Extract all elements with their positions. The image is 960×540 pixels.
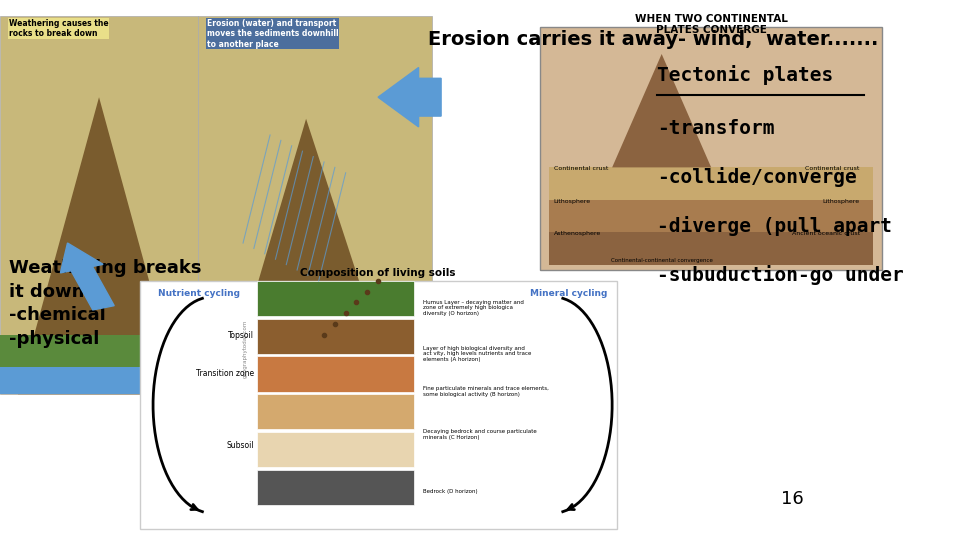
Polygon shape <box>198 367 432 394</box>
Bar <box>0 16 198 394</box>
Text: Erosion carries it away- wind,  water.......: Erosion carries it away- wind, water....… <box>427 30 878 49</box>
Text: Transition zone: Transition zone <box>196 369 253 378</box>
Text: Continental crust: Continental crust <box>805 166 860 171</box>
Text: Continental crust: Continental crust <box>554 166 608 171</box>
Polygon shape <box>612 54 711 167</box>
Text: Asthenosphere: Asthenosphere <box>554 231 601 236</box>
Polygon shape <box>0 335 198 394</box>
Text: Subsoil: Subsoil <box>227 441 253 450</box>
Bar <box>139 281 616 529</box>
Text: Lithosphere: Lithosphere <box>823 199 860 204</box>
Text: Layer of high biological diversity and
act vity, high levels nutrients and trace: Layer of high biological diversity and a… <box>423 346 532 362</box>
Text: Weathering breaks
it down...
-chemical
-physical: Weathering breaks it down... -chemical -… <box>9 259 202 348</box>
Text: Mineral cycling: Mineral cycling <box>530 289 608 298</box>
Text: Ancient oceanic crust: Ancient oceanic crust <box>792 231 860 236</box>
Polygon shape <box>0 367 198 394</box>
Polygon shape <box>225 119 396 394</box>
Text: Bedrock (D horizon): Bedrock (D horizon) <box>423 489 478 494</box>
Polygon shape <box>18 97 180 394</box>
Text: Erosion (water) and transport
moves the sediments downhill
to another place: Erosion (water) and transport moves the … <box>207 19 339 49</box>
Text: geographytoday.com: geographytoday.com <box>243 320 248 378</box>
Bar <box>256 356 414 392</box>
Bar <box>256 470 414 505</box>
Text: -collide/converge: -collide/converge <box>658 167 857 187</box>
Bar <box>549 232 874 265</box>
Bar <box>549 200 874 232</box>
Text: Fine particulate minerals and trace elements,
some biological activity (B horizo: Fine particulate minerals and trace elem… <box>423 386 549 397</box>
Bar <box>256 319 414 354</box>
Text: WHEN TWO CONTINENTAL
PLATES CONVERGE: WHEN TWO CONTINENTAL PLATES CONVERGE <box>635 14 787 35</box>
FancyArrow shape <box>60 243 114 310</box>
Text: Topsoil: Topsoil <box>228 332 253 340</box>
Text: Tectonic plates: Tectonic plates <box>658 65 833 85</box>
Bar <box>540 27 882 270</box>
Text: 16: 16 <box>780 490 804 508</box>
Text: Lithosphere: Lithosphere <box>554 199 590 204</box>
Text: Composition of living soils: Composition of living soils <box>300 268 456 278</box>
Text: Nutrient cycling: Nutrient cycling <box>157 289 240 298</box>
Text: Continental-continental convergence: Continental-continental convergence <box>611 258 712 263</box>
Text: Decaying bedrock and course particulate
minerals (C Horizon): Decaying bedrock and course particulate … <box>423 429 537 440</box>
Bar <box>198 16 432 394</box>
Text: -transform: -transform <box>658 119 775 138</box>
Text: -subuduction-go under: -subuduction-go under <box>658 265 904 285</box>
Bar <box>256 281 414 316</box>
Text: -diverge (pull apart: -diverge (pull apart <box>658 216 892 236</box>
Bar <box>256 394 414 429</box>
Text: Weathering causes the
rocks to break down: Weathering causes the rocks to break dow… <box>9 19 108 38</box>
Text: Humus Layer – decaying matter and
zone of extremely high biologica
diversity (O : Humus Layer – decaying matter and zone o… <box>423 300 524 316</box>
Bar <box>549 167 874 200</box>
FancyArrow shape <box>378 68 441 127</box>
Polygon shape <box>198 335 432 394</box>
Bar <box>256 432 414 467</box>
